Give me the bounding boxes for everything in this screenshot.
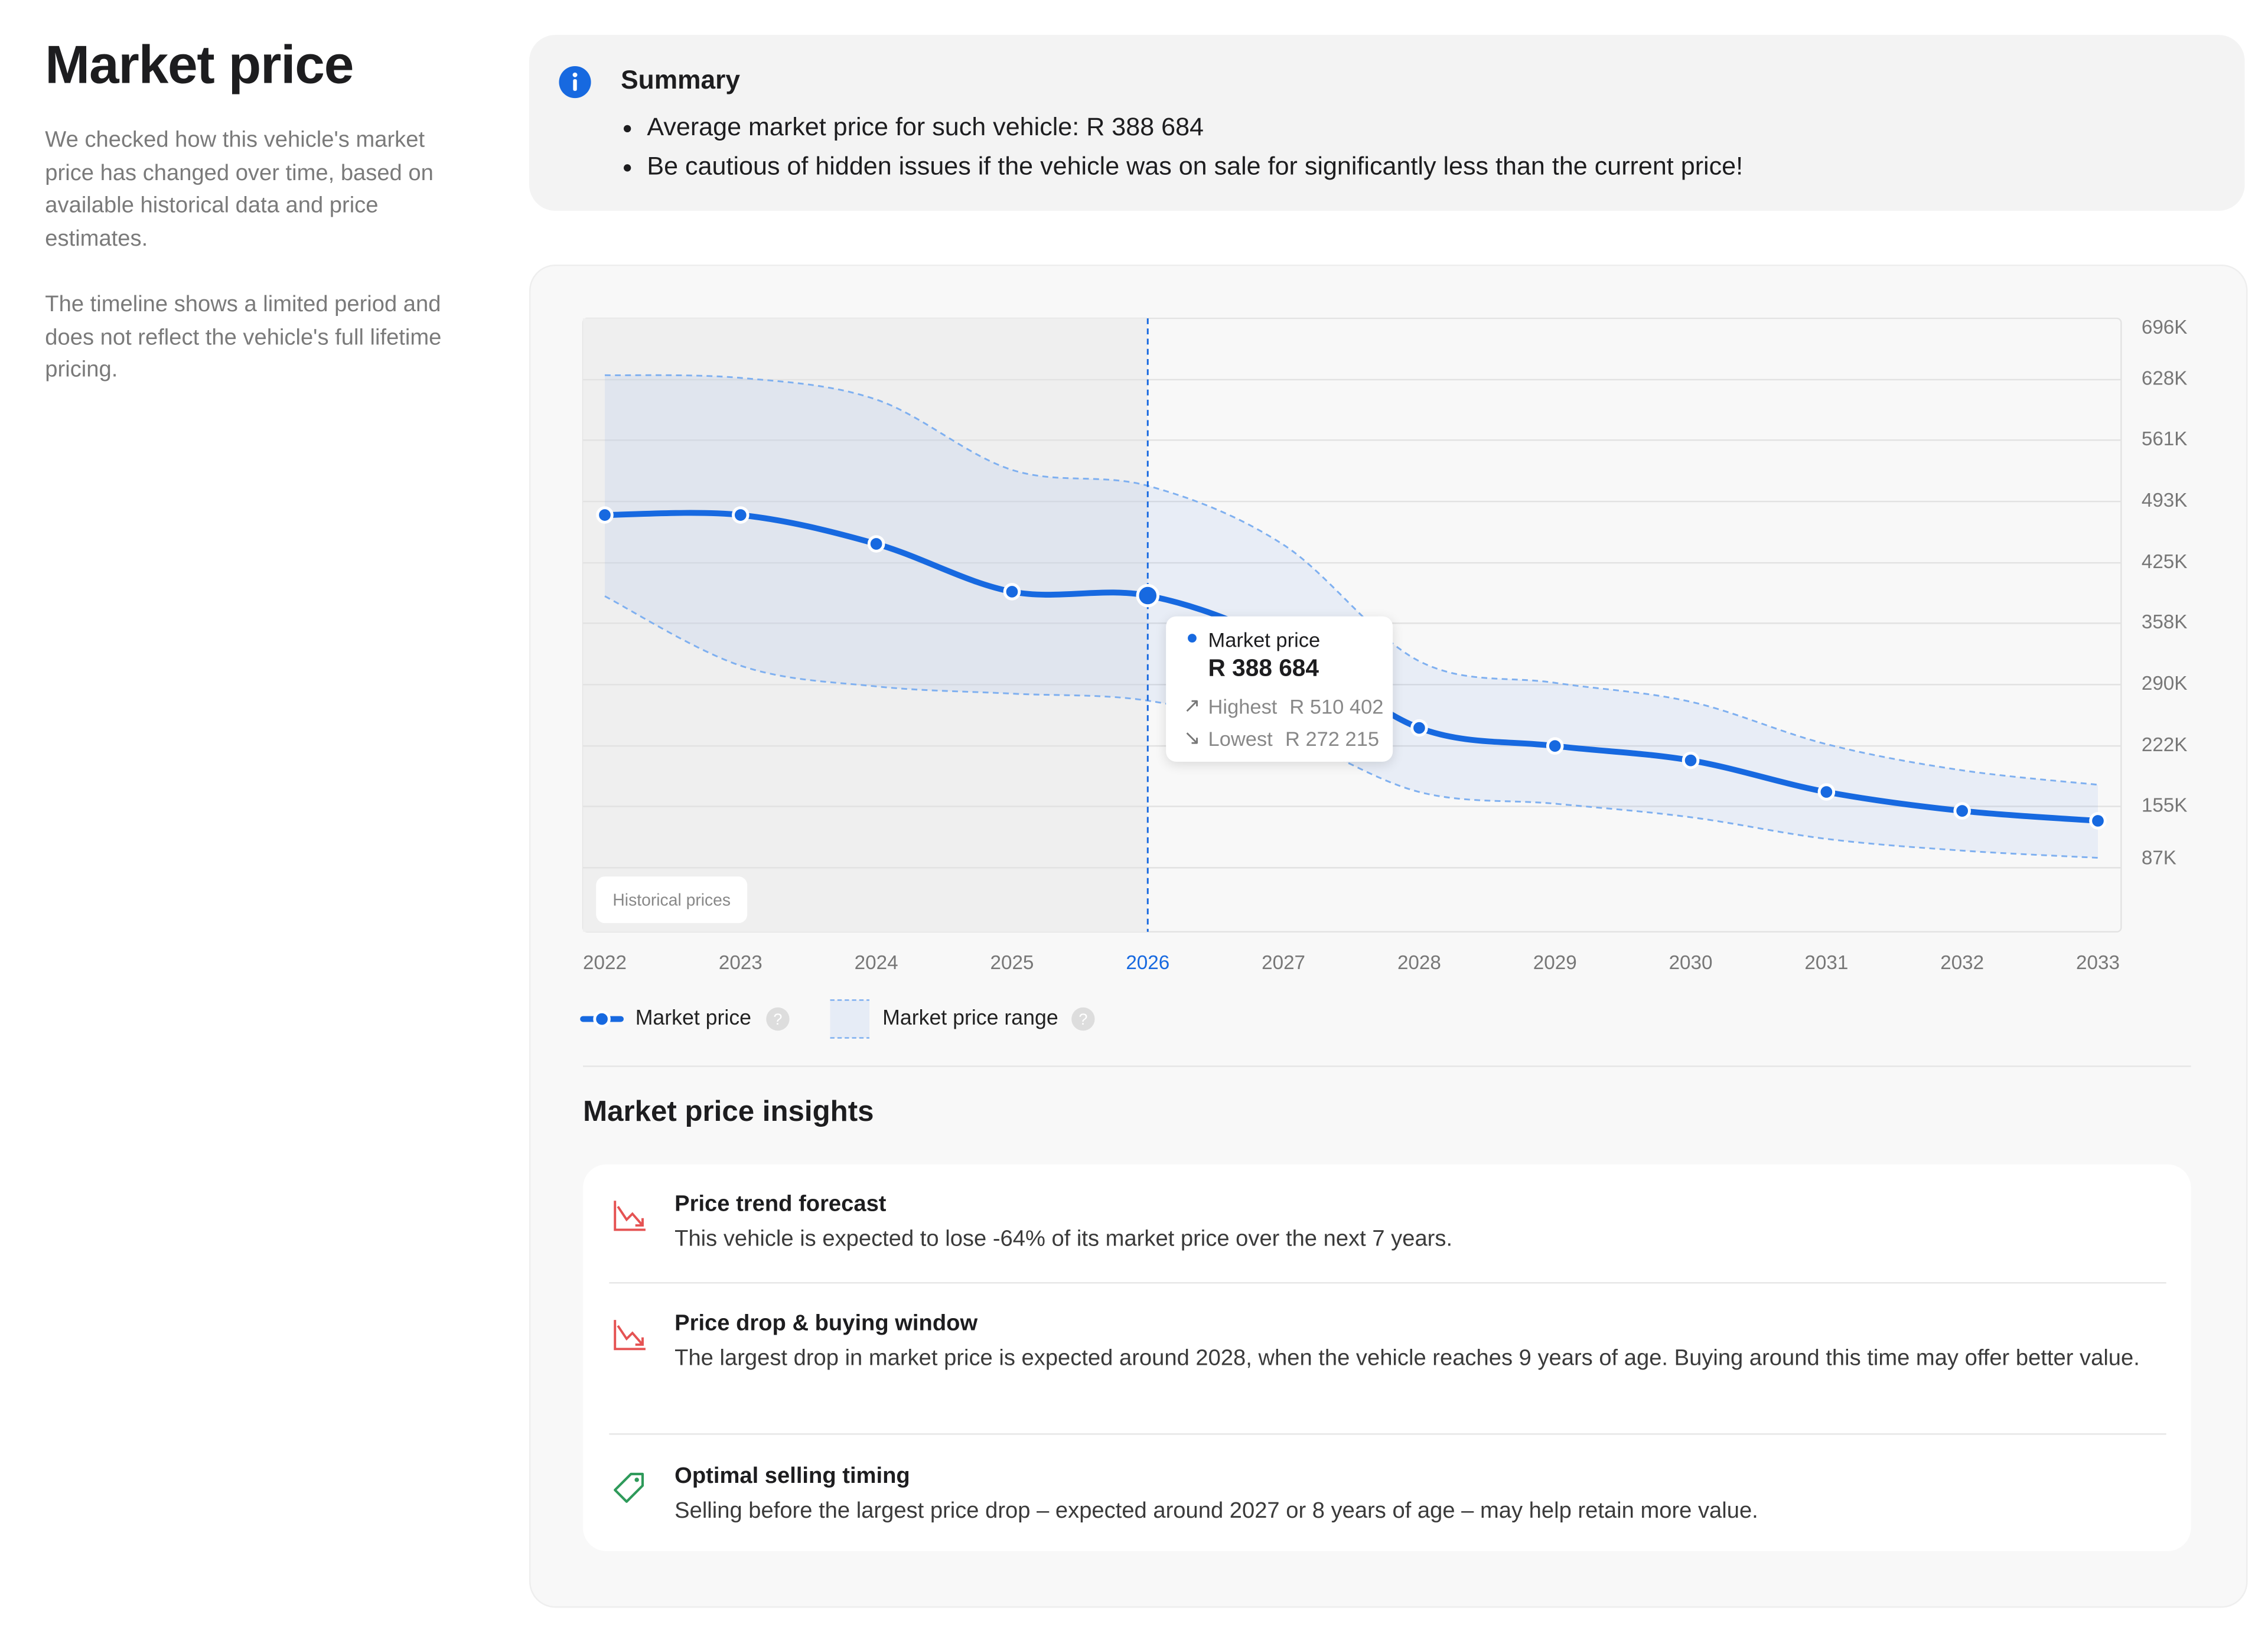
price-point (1410, 719, 1428, 737)
x-tick-label: 2032 (1940, 952, 1984, 974)
x-tick-label: 2023 (719, 952, 762, 974)
x-tick-label: 2033 (2076, 952, 2120, 974)
x-tick-label: 2029 (1533, 952, 1577, 974)
help-mark: ? (773, 1010, 782, 1028)
y-tick-label: 561K (2142, 428, 2188, 450)
legend-band (830, 1000, 869, 1038)
price-point (1817, 783, 1836, 801)
y-tick-label: 290K (2142, 673, 2188, 694)
tooltip-highest-label: Highest (1208, 694, 1278, 718)
tooltip-lowest: R 272 215 (1285, 726, 1380, 751)
trend-icon (614, 1201, 646, 1231)
y-tick-label: 425K (2142, 551, 2188, 573)
arrow-up: ↗ (1183, 693, 1201, 717)
x-tick-label: 2026 (1126, 952, 1169, 974)
x-tick-label: 2025 (990, 952, 1034, 974)
y-tick-label: 155K (2142, 794, 2188, 816)
tag-icon (614, 1472, 644, 1503)
y-tick-label: 628K (2142, 368, 2188, 390)
info-icon (559, 66, 591, 99)
tooltip: Market price R 388 684 ↗ Highest R 510 4… (1166, 616, 1393, 762)
y-tick-label: 222K (2142, 734, 2188, 756)
range-upper (604, 374, 2098, 786)
summary-bullet: Average market price for such vehicle: R… (624, 112, 1204, 143)
y-tick-label: 358K (2142, 611, 2188, 633)
region-label: Historical prices (612, 891, 731, 909)
price-point (1136, 583, 1159, 608)
tooltip-dot (1188, 634, 1197, 643)
page-title: Market price (45, 35, 354, 94)
x-tick-label: 2022 (583, 952, 627, 974)
price-point (867, 535, 885, 553)
divider (609, 1282, 2166, 1284)
price-point (596, 506, 614, 524)
legend-label: Market price (636, 1006, 751, 1029)
price-point (2089, 812, 2107, 830)
price-point (732, 506, 750, 524)
x-tick-label: 2031 (1804, 952, 1848, 974)
summary-bullet: Be cautious of hidden issues if the vehi… (624, 151, 1743, 182)
insight-title: Price drop & buying window (674, 1311, 978, 1336)
x-tick-label: 2027 (1262, 952, 1305, 974)
tooltip-value: R 388 684 (1208, 656, 1319, 682)
y-tick-label: 493K (2142, 490, 2188, 511)
description: The timeline shows a limited period and … (45, 292, 442, 383)
insight-text: This vehicle is expected to lose -64% of… (674, 1227, 1453, 1252)
summary-card (529, 35, 2245, 211)
help-icon (1071, 1007, 1095, 1031)
trend-icon (614, 1320, 646, 1351)
legend-label: Market price range (882, 1006, 1058, 1029)
arrow-down: ↘ (1183, 725, 1201, 749)
price-point (1003, 583, 1021, 601)
legend-dot (593, 1010, 611, 1028)
x-tick-label: 2028 (1397, 952, 1441, 974)
help-icon (766, 1007, 790, 1031)
range-lower (604, 595, 2098, 859)
price-point (1546, 737, 1564, 755)
x-tick-label: 2024 (855, 952, 898, 974)
x-tick-label: 2030 (1669, 952, 1713, 974)
summary-title: Summary (621, 65, 741, 94)
insights-title: Market price insights (583, 1095, 874, 1129)
divider (583, 1065, 2191, 1067)
tooltip-highest: R 510 402 (1289, 694, 1384, 718)
tooltip-title: Market price (1208, 628, 1321, 651)
insight-text: The largest drop in market price is expe… (674, 1346, 2140, 1371)
price-point (1682, 751, 1700, 769)
insights-card (583, 1164, 2191, 1551)
region-badge (596, 876, 748, 924)
price-point (1953, 802, 1971, 820)
tooltip-lowest-label: Lowest (1208, 726, 1273, 751)
historical-region (583, 318, 1148, 932)
insight-title: Price trend forecast (674, 1192, 887, 1217)
y-tick-label: 696K (2142, 317, 2188, 338)
y-tick-label: 87K (2142, 847, 2176, 869)
description: We checked how this vehicle's market pri… (45, 128, 434, 252)
help-mark: ? (1078, 1010, 1087, 1028)
insight-text: Selling before the largest price drop – … (674, 1498, 1758, 1524)
divider (609, 1433, 2166, 1435)
insight-title: Optimal selling timing (674, 1463, 910, 1489)
